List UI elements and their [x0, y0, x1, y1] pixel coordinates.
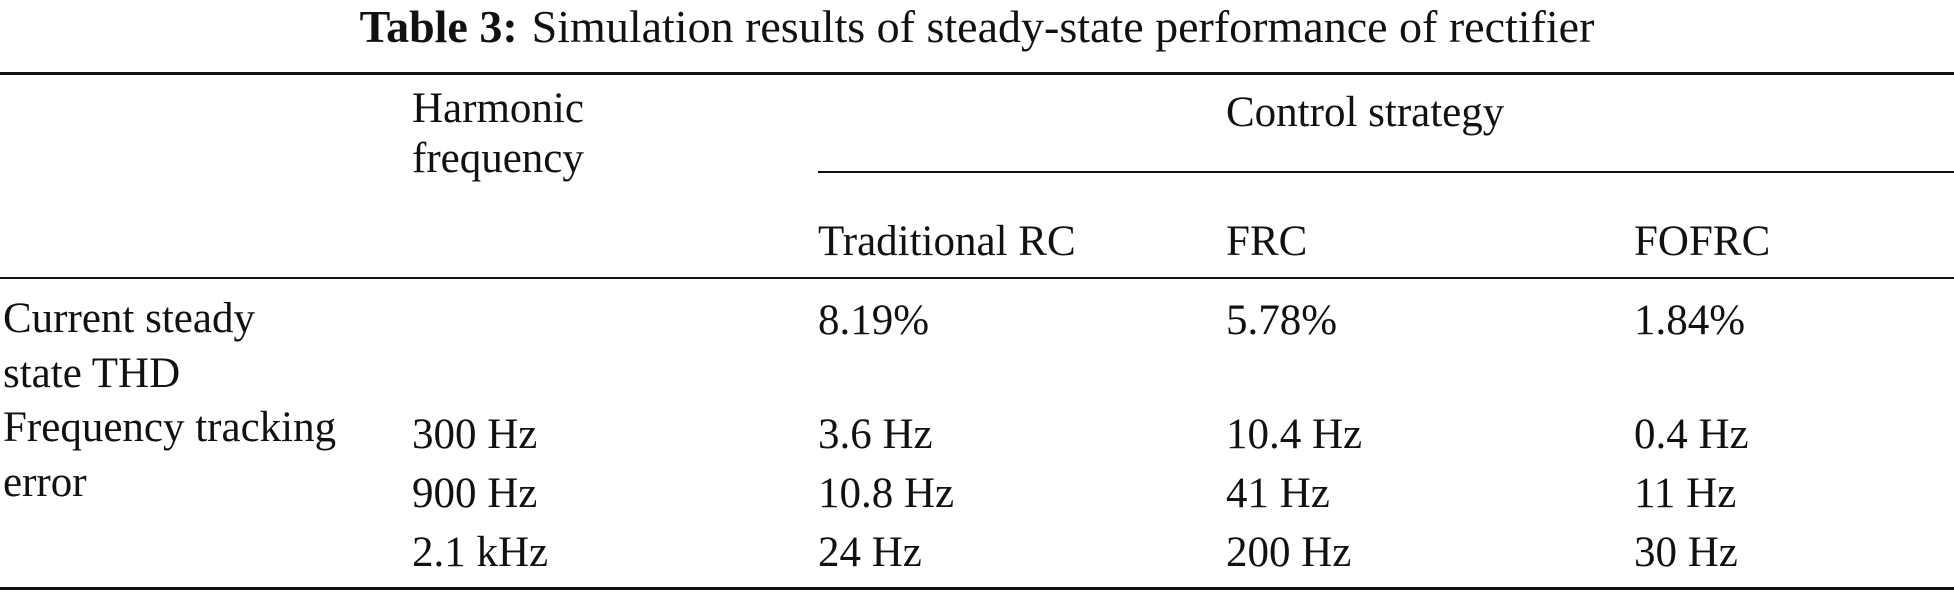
top-rule — [0, 72, 1954, 75]
header-rule — [0, 277, 1954, 279]
row-300hz-frequency: 300 Hz — [412, 411, 538, 458]
header-traditional-rc: Traditional RC — [818, 218, 1076, 265]
caption-label: Table 3: — [359, 1, 518, 52]
header-frc: FRC — [1226, 218, 1308, 265]
row-thd-label-line2: state THD — [3, 350, 181, 397]
row-2-1khz-frc: 200 Hz — [1226, 529, 1352, 576]
row-300hz-traditional-rc: 3.6 Hz — [818, 411, 933, 458]
caption-text: Simulation results of steady-state perfo… — [531, 1, 1595, 52]
control-strategy-rule — [818, 171, 1954, 173]
row-thd-frc: 5.78% — [1226, 297, 1338, 344]
row-300hz-frc: 10.4 Hz — [1226, 411, 1363, 458]
row-900hz-fofrc: 11 Hz — [1634, 470, 1737, 517]
row-thd-fofrc: 1.84% — [1634, 297, 1746, 344]
row-thd-traditional-rc: 8.19% — [818, 297, 930, 344]
table-caption: Table 3: Simulation results of steady-sta… — [0, 0, 1954, 54]
row-2-1khz-frequency: 2.1 kHz — [412, 529, 549, 576]
header-fofrc: FOFRC — [1634, 218, 1771, 265]
row-tracking-label-line1: Frequency tracking — [3, 404, 337, 451]
header-harmonic-frequency-line1: Harmonic — [412, 85, 584, 132]
bottom-rule — [0, 587, 1954, 590]
row-2-1khz-fofrc: 30 Hz — [1634, 529, 1738, 576]
row-900hz-frequency: 900 Hz — [412, 470, 538, 517]
header-control-strategy: Control strategy — [1226, 89, 1505, 136]
row-900hz-frc: 41 Hz — [1226, 470, 1330, 517]
row-300hz-fofrc: 0.4 Hz — [1634, 411, 1749, 458]
row-900hz-traditional-rc: 10.8 Hz — [818, 470, 955, 517]
row-thd-label-line1: Current steady — [3, 295, 255, 342]
row-tracking-label-line2: error — [3, 459, 87, 506]
row-2-1khz-traditional-rc: 24 Hz — [818, 529, 922, 576]
header-harmonic-frequency-line2: frequency — [412, 135, 584, 182]
